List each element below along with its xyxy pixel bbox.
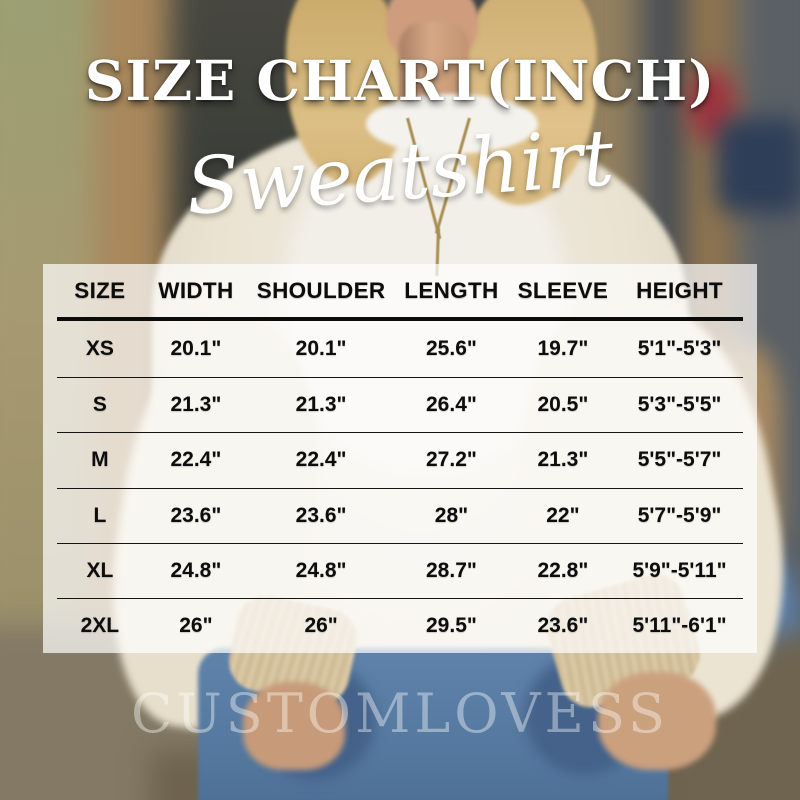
table-cell: 5'9"-5'11" <box>632 558 727 582</box>
table-row: 2XL 26" 26" 29.5" 23.6" 5'11"-6'1" <box>57 599 743 653</box>
table-body: XS 20.1" 20.1" 25.6" 19.7" 5'1"-5'3" S 21.3" 21.… <box>57 319 743 653</box>
table-cell: 5'11"-6'1" <box>632 614 727 638</box>
table-cell: 28.7" <box>426 558 477 582</box>
table-cell: 22.4" <box>295 448 347 472</box>
table-cell: 22" <box>546 503 580 527</box>
table-cell: 23.6" <box>537 614 589 638</box>
table-cell: 5'7"-5'9" <box>637 503 722 527</box>
table-cell: 21.3" <box>537 448 589 472</box>
model-hand-left <box>243 682 345 770</box>
table-cell: 28" <box>434 503 469 527</box>
table-cell: 20.5" <box>537 393 589 417</box>
table-cell: 20.1" <box>295 336 347 360</box>
street-background-blob <box>716 118 800 213</box>
size-label: XS <box>85 336 114 360</box>
column-header-size: SIZE <box>74 277 126 303</box>
table-row: L 23.6" 23.6" 28" 22" 5'7"-5'9" <box>57 488 743 544</box>
table-cell: 21.3" <box>170 393 222 417</box>
table-cell: 5'5"-5'7" <box>637 448 722 472</box>
table-cell: 22.8" <box>537 558 589 582</box>
table-cell: 20.1" <box>170 336 222 360</box>
table-cell: 5'1"-5'3" <box>637 336 722 360</box>
table-row: XL 24.8" 24.8" 28.7" 22.8" 5'9"-5'11" <box>57 543 743 599</box>
table-cell: 23.6" <box>295 503 347 527</box>
table-cell: 27.2" <box>426 448 477 472</box>
table-cell: 26" <box>304 614 338 638</box>
table-row: M 22.4" 22.4" 27.2" 21.3" 5'5"-5'7" <box>57 433 743 489</box>
table-cell: 22.4" <box>170 448 222 472</box>
size-table: SIZE WIDTH SHOULDER LENGTH SLEEVE HEIGHT XS 20… <box>57 264 743 653</box>
column-header-shoulder: SHOULDER <box>256 277 386 303</box>
table-cell: 24.8" <box>295 558 347 582</box>
column-header-length: LENGTH <box>404 277 499 303</box>
column-header-sleeve: SLEEVE <box>517 277 609 303</box>
column-header-width: WIDTH <box>158 277 234 303</box>
table-row: S 21.3" 21.3" 26.4" 20.5" 5'3"-5'5" <box>57 377 743 433</box>
size-label: M <box>91 448 109 472</box>
size-label: 2XL <box>80 614 120 638</box>
page-title: SIZE CHART(INCH) <box>84 48 716 113</box>
table-cell: 26.4" <box>426 393 477 417</box>
watermark: CUSTOMLOVESS <box>130 682 670 745</box>
table-cell: 23.6" <box>170 503 222 527</box>
table-header-row: SIZE WIDTH SHOULDER LENGTH SLEEVE HEIGHT <box>57 264 743 319</box>
table-cell: 24.8" <box>170 558 222 582</box>
model-tshirt-collar <box>366 94 538 154</box>
table-cell: 26" <box>179 614 213 638</box>
column-header-height: HEIGHT <box>636 277 723 303</box>
table-row: XS 20.1" 20.1" 25.6" 19.7" 5'1"-5'3" <box>57 319 743 378</box>
table-cell: 21.3" <box>295 393 347 417</box>
table-cell: 19.7" <box>537 336 589 360</box>
size-label: L <box>93 503 107 527</box>
model-hand-right <box>598 672 716 770</box>
size-label: XL <box>86 558 114 582</box>
table-cell: 25.6" <box>426 336 477 360</box>
table-cell: 5'3"-5'5" <box>637 393 722 417</box>
size-table-panel: SIZE WIDTH SHOULDER LENGTH SLEEVE HEIGHT XS 20… <box>43 264 757 653</box>
size-label: S <box>92 393 107 417</box>
table-cell: 29.5" <box>426 614 477 638</box>
